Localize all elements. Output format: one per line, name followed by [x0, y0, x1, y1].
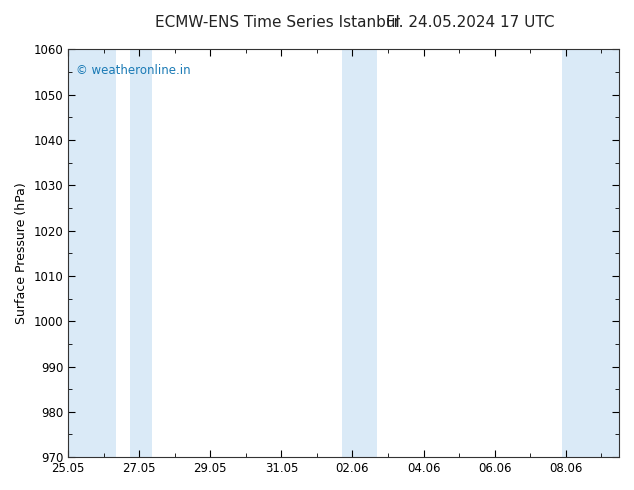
- Y-axis label: Surface Pressure (hPa): Surface Pressure (hPa): [15, 182, 28, 324]
- Text: ECMW-ENS Time Series Istanbul: ECMW-ENS Time Series Istanbul: [155, 15, 400, 30]
- Bar: [342, 49, 377, 457]
- Text: © weatheronline.in: © weatheronline.in: [77, 64, 191, 76]
- Bar: [68, 49, 116, 457]
- Text: Fr. 24.05.2024 17 UTC: Fr. 24.05.2024 17 UTC: [386, 15, 555, 30]
- Bar: [562, 49, 619, 457]
- Bar: [131, 49, 152, 457]
